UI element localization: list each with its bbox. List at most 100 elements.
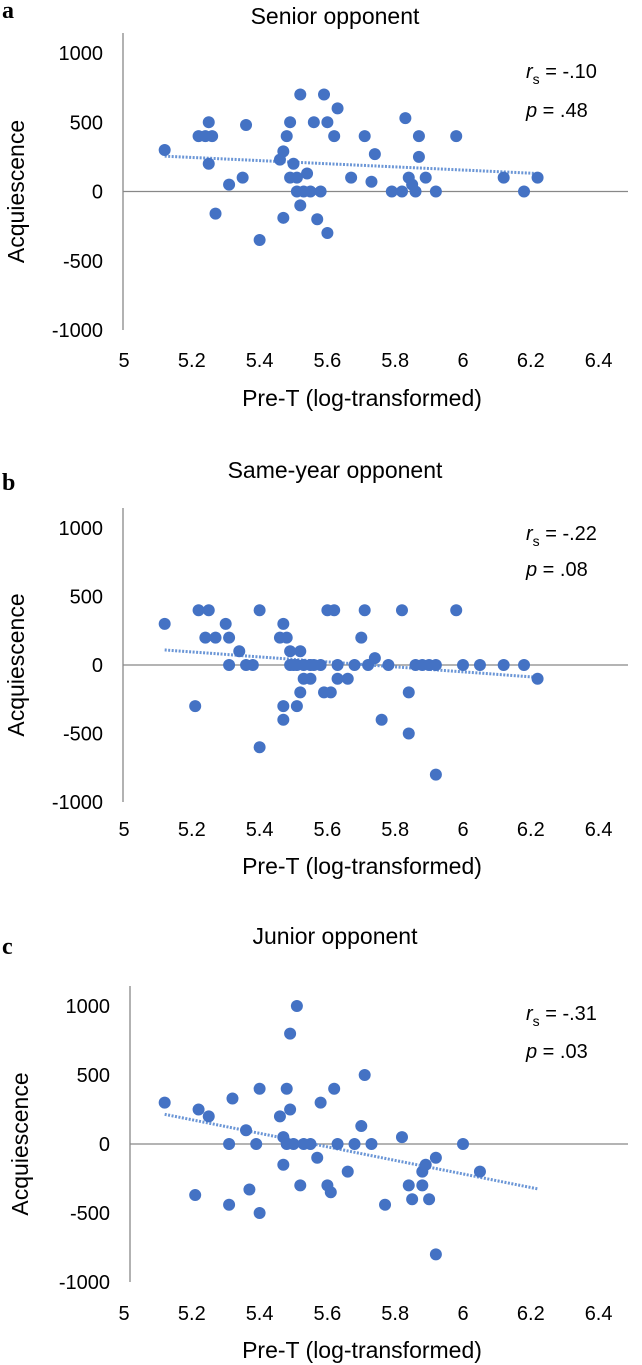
data-point [223, 631, 236, 644]
data-point [429, 185, 442, 198]
data-point [294, 686, 307, 699]
data-point [240, 119, 253, 132]
data-point [280, 130, 293, 143]
x-tick-label: 5.6 [313, 350, 341, 372]
p-symbol: p [525, 559, 537, 581]
data-point [314, 185, 327, 198]
data-point [294, 199, 307, 212]
data-point [287, 1138, 300, 1150]
data-point [158, 617, 171, 630]
data-point [473, 1165, 486, 1178]
data-point [450, 604, 463, 617]
x-tick-label: 5.2 [178, 819, 206, 841]
data-point [253, 741, 266, 754]
data-point [236, 171, 249, 184]
data-point [311, 213, 324, 226]
data-point [294, 88, 307, 101]
y-tick-label: -500 [70, 1203, 110, 1225]
data-point [290, 700, 303, 713]
x-tick-label: 6.4 [585, 1303, 613, 1325]
data-point [192, 1103, 205, 1116]
data-point [202, 1110, 215, 1123]
data-point [287, 157, 300, 170]
data-point [284, 116, 297, 129]
data-point [294, 645, 307, 658]
data-point [385, 185, 398, 198]
data-point [189, 1189, 202, 1202]
data-point [277, 713, 290, 726]
x-tick-label: 5.6 [313, 819, 341, 841]
data-point [304, 1138, 317, 1150]
p-value: = .48 [537, 100, 588, 122]
data-point [273, 1110, 286, 1123]
correlation-annotation: rs = -.31 [526, 1003, 597, 1029]
x-tick-label: 6.2 [517, 819, 545, 841]
data-point [206, 130, 219, 143]
data-point [345, 171, 358, 184]
data-point [348, 1138, 361, 1150]
data-point [324, 1186, 337, 1199]
x-tick-label: 5.8 [381, 350, 409, 372]
data-point [497, 171, 510, 184]
data-point [402, 686, 415, 699]
y-axis-label: Acquiescence [3, 120, 29, 263]
r-symbol: r [526, 1003, 534, 1025]
data-point [368, 148, 381, 161]
x-tick-label: 6.4 [585, 350, 613, 372]
data-point [284, 645, 297, 658]
data-point [277, 145, 290, 158]
data-point [412, 150, 425, 163]
chart-title: Junior opponent [253, 923, 419, 949]
data-point [331, 672, 344, 685]
data-point [328, 1082, 341, 1095]
r-subscript: s [533, 71, 540, 87]
data-point [324, 686, 337, 699]
scatter-panel-c: c Junior opponent 1000 500 0 -500 -1000 5 5.2 5.4… [2, 923, 628, 1363]
data-point [321, 227, 334, 240]
p-value: = .08 [537, 559, 588, 581]
x-tick-label: 6.2 [517, 350, 545, 372]
r-value: = -.31 [540, 1003, 597, 1025]
data-point [223, 1138, 236, 1150]
p-value: = .03 [537, 1041, 588, 1063]
data-point [331, 659, 344, 671]
r-value: = -.22 [540, 523, 597, 545]
x-tick-label: 5 [118, 350, 129, 372]
chart-title: Senior opponent [251, 3, 420, 29]
x-axis-label: Pre-T (log-transformed) [242, 1337, 482, 1363]
data-point [277, 211, 290, 224]
data-point [365, 1138, 378, 1150]
data-point [409, 185, 422, 198]
data-point [518, 185, 531, 198]
data-point [202, 157, 215, 170]
data-point [294, 1179, 307, 1192]
data-point [253, 1082, 266, 1095]
data-point [473, 659, 486, 671]
data-point [158, 143, 171, 156]
p-symbol: p [525, 1041, 537, 1063]
p-value-annotation: p = .08 [525, 559, 588, 581]
data-point [341, 672, 354, 685]
x-tick-label: 6 [457, 819, 468, 841]
data-point [192, 604, 205, 617]
data-point [341, 1165, 354, 1178]
data-point [348, 659, 361, 671]
data-point [457, 659, 469, 671]
data-point [250, 1138, 263, 1150]
x-tick-label: 5 [118, 1303, 129, 1325]
data-point [307, 116, 320, 129]
data-point [395, 1131, 408, 1144]
r-value: = -.10 [540, 61, 597, 83]
y-tick-label: -1000 [52, 320, 103, 342]
panel-letter: b [2, 470, 15, 496]
y-tick-label: 1000 [66, 996, 111, 1018]
x-axis-label: Pre-T (log-transformed) [242, 385, 482, 411]
data-point [358, 130, 371, 143]
trendline [164, 1112, 538, 1191]
p-value-annotation: p = .03 [525, 1041, 588, 1063]
y-tick-label: 0 [92, 655, 103, 677]
y-tick-label: -500 [63, 724, 103, 746]
data-point [365, 175, 378, 188]
data-point [277, 700, 290, 713]
data-point [233, 645, 246, 658]
